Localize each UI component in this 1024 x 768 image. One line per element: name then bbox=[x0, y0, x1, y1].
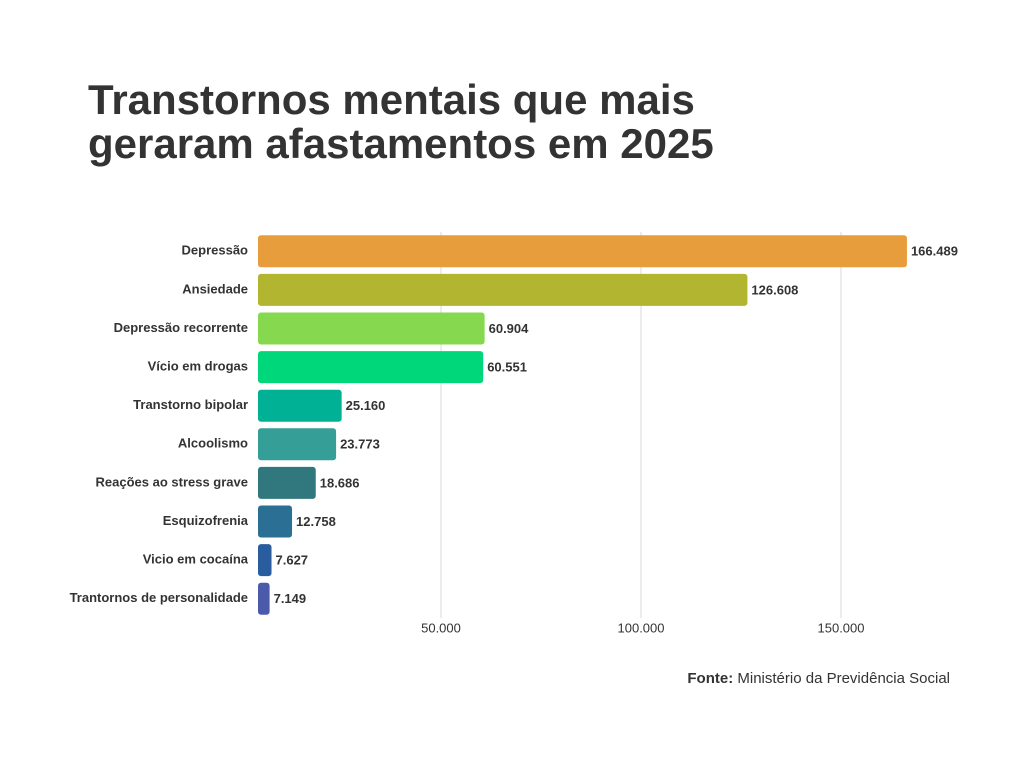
y-tick-label: Reações ao stress grave bbox=[96, 474, 248, 489]
x-tick-label: 50.000 bbox=[421, 620, 461, 635]
bar bbox=[258, 273, 748, 306]
x-tick-label: 150.000 bbox=[818, 620, 865, 635]
value-label: 166.489 bbox=[911, 244, 958, 259]
bar bbox=[258, 582, 270, 615]
bar bbox=[258, 351, 484, 384]
value-label: 7.627 bbox=[276, 553, 309, 568]
chart-title: Transtornos mentais que mais geraram afa… bbox=[88, 76, 714, 167]
source: Fonte: Ministério da Previdência Social bbox=[687, 670, 950, 687]
value-label: 12.758 bbox=[296, 514, 336, 529]
bar bbox=[258, 505, 293, 538]
bar bbox=[258, 428, 337, 461]
value-label: 60.551 bbox=[487, 360, 527, 375]
y-tick-label: Transtorno bipolar bbox=[133, 397, 248, 412]
y-tick-label: Alcoolismo bbox=[178, 436, 248, 451]
bar bbox=[258, 235, 907, 268]
bar bbox=[258, 466, 316, 499]
y-tick-label: Depressão bbox=[182, 243, 249, 258]
y-tick-label: Ansiedade bbox=[182, 281, 248, 296]
bar bbox=[258, 312, 485, 345]
bar bbox=[258, 544, 272, 577]
value-label: 7.149 bbox=[274, 591, 307, 606]
y-tick-label: Trantornos de personalidade bbox=[70, 590, 248, 605]
source-label: Fonte: bbox=[687, 670, 734, 687]
y-tick-label: Vício em drogas bbox=[148, 359, 248, 374]
y-tick-label: Depressão recorrente bbox=[114, 320, 248, 335]
value-label: 23.773 bbox=[340, 437, 380, 452]
value-label: 25.160 bbox=[346, 398, 386, 413]
y-tick-label: Esquizofrenia bbox=[163, 513, 249, 528]
source-text: Ministério da Previdência Social bbox=[737, 670, 950, 687]
bar bbox=[258, 389, 342, 422]
value-label: 60.904 bbox=[489, 321, 530, 336]
value-label: 18.686 bbox=[320, 475, 360, 490]
y-tick-label: Vicio em cocaína bbox=[143, 552, 249, 567]
value-label: 126.608 bbox=[751, 282, 798, 297]
x-tick-label: 100.000 bbox=[618, 620, 665, 635]
